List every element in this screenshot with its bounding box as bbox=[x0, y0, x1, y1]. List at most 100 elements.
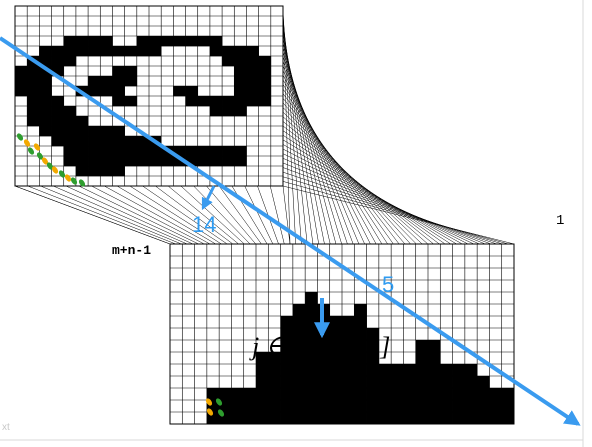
filled-pixel bbox=[246, 96, 259, 107]
filled-pixel bbox=[258, 86, 272, 97]
projection-line bbox=[282, 42, 337, 245]
filled-pixel bbox=[51, 56, 65, 67]
yellow-dot bbox=[51, 166, 59, 174]
filled-pixel bbox=[75, 46, 89, 57]
filled-pixel bbox=[222, 46, 235, 57]
filled-pixel bbox=[27, 96, 40, 107]
histogram-bar bbox=[403, 364, 417, 424]
green-dot bbox=[27, 147, 35, 155]
projection-line bbox=[129, 185, 222, 245]
filled-pixel bbox=[27, 76, 40, 87]
filled-pixel bbox=[63, 116, 77, 127]
green-dot bbox=[16, 133, 24, 141]
filled-pixel bbox=[51, 116, 65, 127]
filled-pixel bbox=[51, 126, 65, 137]
label-m-n-1: m+n-1 bbox=[112, 243, 151, 258]
projection-line bbox=[244, 185, 274, 245]
projection-line bbox=[282, 52, 348, 245]
filled-pixel bbox=[124, 66, 138, 77]
filled-pixel bbox=[112, 86, 125, 97]
projection-line bbox=[282, 167, 492, 245]
green-dot bbox=[70, 177, 78, 185]
projection-line bbox=[282, 176, 503, 245]
filled-pixel bbox=[124, 156, 138, 167]
filled-pixel bbox=[246, 66, 259, 77]
filled-pixel bbox=[88, 36, 101, 47]
projection-line bbox=[40, 185, 182, 245]
filled-pixel bbox=[124, 76, 138, 87]
projection-line bbox=[180, 185, 245, 245]
projection-line bbox=[282, 61, 360, 245]
small-arrow-14 bbox=[201, 185, 216, 211]
filled-pixel bbox=[173, 146, 186, 157]
filled-pixel bbox=[75, 116, 89, 127]
projection-line bbox=[206, 185, 256, 245]
filled-pixel bbox=[63, 126, 77, 137]
filled-pixel bbox=[100, 36, 113, 47]
filled-pixel bbox=[88, 136, 101, 147]
filled-pixel bbox=[88, 156, 101, 167]
filled-pixel bbox=[15, 66, 28, 77]
projection-line bbox=[167, 185, 239, 245]
filled-pixel bbox=[88, 166, 101, 177]
filled-pixel bbox=[112, 66, 125, 77]
filled-pixel bbox=[100, 46, 113, 57]
histogram-bar bbox=[428, 340, 441, 424]
filled-pixel bbox=[209, 106, 223, 117]
projection-line bbox=[282, 47, 342, 245]
filled-pixel bbox=[75, 126, 89, 137]
label-one: 1 bbox=[556, 213, 564, 229]
filled-pixel bbox=[51, 66, 65, 77]
projection-line bbox=[282, 15, 302, 245]
top-image-grid bbox=[14, 5, 284, 187]
yellow-dot bbox=[23, 139, 31, 147]
filled-pixel bbox=[15, 86, 28, 97]
filled-pixel bbox=[161, 36, 174, 47]
filled-pixel bbox=[100, 156, 113, 167]
filled-pixel bbox=[112, 46, 125, 57]
filled-pixel bbox=[39, 106, 52, 117]
filled-pixel bbox=[185, 86, 199, 97]
projection-line bbox=[142, 185, 228, 245]
filled-pixel bbox=[222, 96, 235, 107]
filled-pixel bbox=[63, 46, 77, 57]
filled-pixel bbox=[234, 76, 247, 87]
filled-pixel bbox=[63, 36, 77, 47]
projection-line bbox=[78, 185, 199, 245]
filled-pixel bbox=[234, 96, 247, 107]
filled-pixel bbox=[39, 96, 52, 107]
filled-pixel bbox=[234, 86, 247, 97]
filled-pixel bbox=[100, 86, 113, 97]
filled-pixel bbox=[63, 106, 77, 117]
histogram-bar bbox=[342, 316, 355, 424]
filled-pixel bbox=[112, 126, 125, 137]
label-five: 5 bbox=[382, 272, 394, 297]
filled-pixel bbox=[185, 156, 199, 167]
histogram-bar bbox=[378, 364, 392, 424]
histogram-bar bbox=[329, 316, 343, 424]
projection-line bbox=[282, 139, 457, 245]
projection-line bbox=[282, 185, 291, 245]
projection-line bbox=[91, 185, 205, 245]
filled-pixel bbox=[246, 86, 259, 97]
projection-line bbox=[218, 185, 262, 245]
projection-line bbox=[282, 171, 497, 245]
filled-pixel bbox=[27, 116, 40, 127]
filled-pixel bbox=[51, 136, 65, 147]
filled-pixel bbox=[222, 156, 235, 167]
filled-pixel bbox=[209, 46, 223, 57]
filled-pixel bbox=[63, 136, 77, 147]
filled-pixel bbox=[39, 86, 52, 97]
filled-pixel bbox=[234, 146, 247, 157]
filled-pixel bbox=[234, 156, 247, 167]
filled-pixel bbox=[136, 156, 150, 167]
histogram-bar bbox=[489, 388, 503, 424]
filled-pixel bbox=[100, 136, 113, 147]
filled-pixel bbox=[51, 46, 65, 57]
filled-pixel bbox=[173, 156, 186, 167]
projection-line bbox=[104, 185, 211, 245]
green-dot bbox=[58, 170, 66, 178]
histogram-bar bbox=[391, 364, 404, 424]
projection-line bbox=[282, 148, 469, 245]
